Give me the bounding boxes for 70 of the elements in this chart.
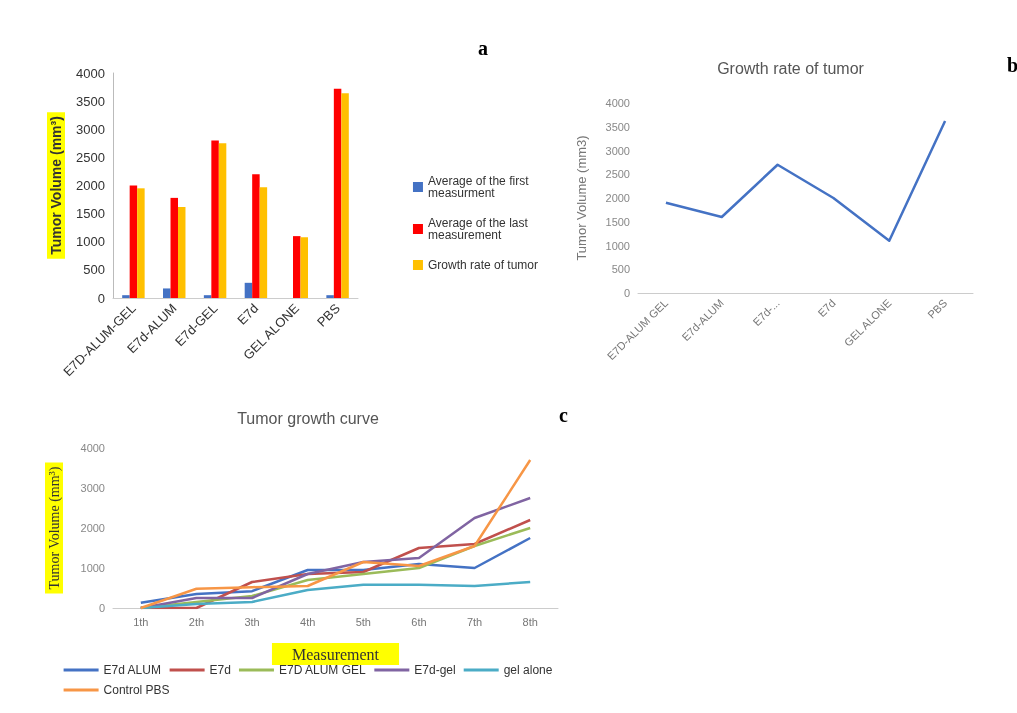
y-tick-label: 3000 bbox=[80, 482, 105, 494]
legend-label: E7d ALUM bbox=[103, 663, 161, 677]
y-tick-label: 1000 bbox=[76, 234, 105, 250]
y-tick-label: 0 bbox=[97, 290, 105, 306]
y-tick-label: 3500 bbox=[605, 120, 630, 133]
chart-title: Growth rate of tumor bbox=[717, 59, 865, 77]
y-axis-title: Tumor Volume (mm³) bbox=[46, 466, 63, 590]
x-tick-label: 4th bbox=[300, 615, 316, 628]
x-tick-label: 2th bbox=[188, 615, 205, 628]
legend-label: gel alone bbox=[503, 663, 553, 677]
y-tick-label: 1000 bbox=[80, 562, 105, 574]
bar bbox=[259, 187, 268, 298]
bar bbox=[163, 288, 171, 298]
bar bbox=[341, 93, 349, 298]
y-tick-label: 4000 bbox=[80, 442, 105, 454]
bar bbox=[333, 88, 342, 298]
bar bbox=[170, 197, 178, 298]
y-tick-label: 1500 bbox=[605, 215, 630, 228]
text: b bbox=[1006, 54, 1017, 76]
legend-label: Average of the first measurment bbox=[427, 174, 532, 200]
y-tick-label: 0 bbox=[98, 602, 105, 614]
bar bbox=[129, 185, 138, 298]
y-tick-label: 2500 bbox=[605, 168, 630, 181]
y-tick-label: 0 bbox=[623, 287, 630, 299]
y-tick-label: 4000 bbox=[605, 97, 630, 109]
line-series bbox=[139, 458, 532, 610]
y-tick-label: 500 bbox=[611, 263, 630, 276]
y-axis-title: Tumor Volume (mm³) bbox=[48, 116, 64, 255]
line-series bbox=[664, 119, 947, 242]
legend-label: E7D ALUM GEL bbox=[278, 663, 366, 677]
x-axis-title: Measurement bbox=[291, 645, 380, 663]
y-tick-label: 2000 bbox=[605, 192, 630, 204]
bar bbox=[252, 174, 260, 298]
legend-label: E7d bbox=[209, 663, 231, 677]
y-tick-label: 3000 bbox=[605, 144, 630, 157]
y-tick-label: 2500 bbox=[76, 149, 105, 165]
y-tick-label: 3000 bbox=[76, 121, 105, 137]
y-tick-label: 4000 bbox=[76, 65, 105, 81]
legend-label: Growth rate of tumor bbox=[427, 258, 539, 272]
y-tick-label: 500 bbox=[83, 262, 105, 278]
y-tick-label: 1500 bbox=[76, 206, 105, 222]
bar bbox=[293, 236, 301, 298]
chart-title: Tumor growth curve bbox=[237, 409, 379, 427]
text: c bbox=[559, 404, 569, 426]
y-tick-label: 3500 bbox=[76, 93, 105, 109]
legend-label: Control PBS bbox=[103, 683, 170, 697]
y-tick-label: 1000 bbox=[605, 239, 630, 252]
bar bbox=[203, 295, 212, 298]
x-tick-label: 8th bbox=[522, 615, 538, 628]
bar bbox=[326, 295, 334, 298]
x-tick-label: 5th bbox=[355, 615, 371, 628]
legend-label: E7d-gel bbox=[414, 663, 456, 677]
text: a bbox=[478, 37, 488, 59]
y-tick-label: 2000 bbox=[76, 178, 105, 193]
x-tick-label: 7th bbox=[466, 615, 483, 628]
bar bbox=[300, 237, 308, 298]
bar bbox=[244, 282, 253, 298]
bar bbox=[218, 143, 227, 298]
x-tick-label: E7d bbox=[234, 300, 262, 328]
bar bbox=[122, 295, 130, 298]
x-tick-label: 1th bbox=[133, 615, 149, 628]
bar bbox=[211, 140, 219, 298]
legend-label: Average of the last measurement bbox=[427, 216, 532, 242]
y-axis-title: Tumor Volume (mm3) bbox=[574, 135, 589, 261]
x-tick-label: 3th bbox=[244, 615, 260, 628]
x-tick-label: 6th bbox=[411, 615, 427, 628]
bar bbox=[137, 188, 145, 298]
y-tick-label: 2000 bbox=[80, 522, 105, 534]
bar bbox=[177, 206, 186, 298]
x-tick-label: E7d bbox=[815, 296, 838, 320]
